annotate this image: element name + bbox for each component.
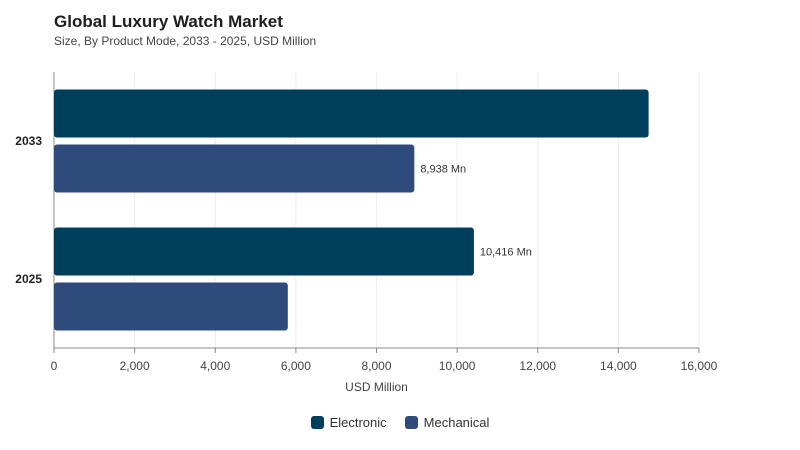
x-tick-label: 10,000 — [439, 359, 476, 373]
x-tick-label: 2,000 — [120, 359, 150, 373]
bar-mechanical-2033 — [54, 144, 415, 193]
data-label-electronic-2025: 10,416 Mn — [480, 247, 532, 259]
x-tick-label: 0 — [51, 359, 58, 373]
category-label-2033: 2033 — [15, 134, 42, 148]
legend-swatch-electronic — [310, 416, 324, 429]
legend-label-mechanical: Mechanical — [423, 415, 490, 430]
category-label-2025: 2025 — [15, 272, 42, 286]
x-tick-label: 12,000 — [519, 359, 556, 373]
legend-swatch-mechanical — [404, 416, 418, 429]
x-axis-label: USD Million — [345, 380, 408, 394]
bar-electronic-2025 — [54, 227, 474, 276]
data-label-mechanical-2033: 8,938 Mn — [420, 164, 466, 176]
chart-title: Global Luxury Watch Market — [54, 12, 283, 31]
legend: Electronic Mechanical — [0, 415, 800, 430]
x-tick-label: 14,000 — [600, 359, 637, 373]
x-tick-label: 16,000 — [681, 359, 718, 373]
legend-item-mechanical[interactable]: Mechanical — [404, 415, 490, 430]
legend-label-electronic: Electronic — [329, 415, 387, 430]
x-tick-label: 4,000 — [200, 359, 230, 373]
legend-item-electronic[interactable]: Electronic — [310, 415, 387, 430]
bar-electronic-2033 — [54, 89, 649, 138]
x-tick-label: 8,000 — [361, 359, 391, 373]
x-tick-label: 6,000 — [281, 359, 311, 373]
bar-mechanical-2025 — [54, 282, 288, 331]
chart-subtitle: Size, By Product Mode, 2033 - 2025, USD … — [54, 34, 317, 48]
